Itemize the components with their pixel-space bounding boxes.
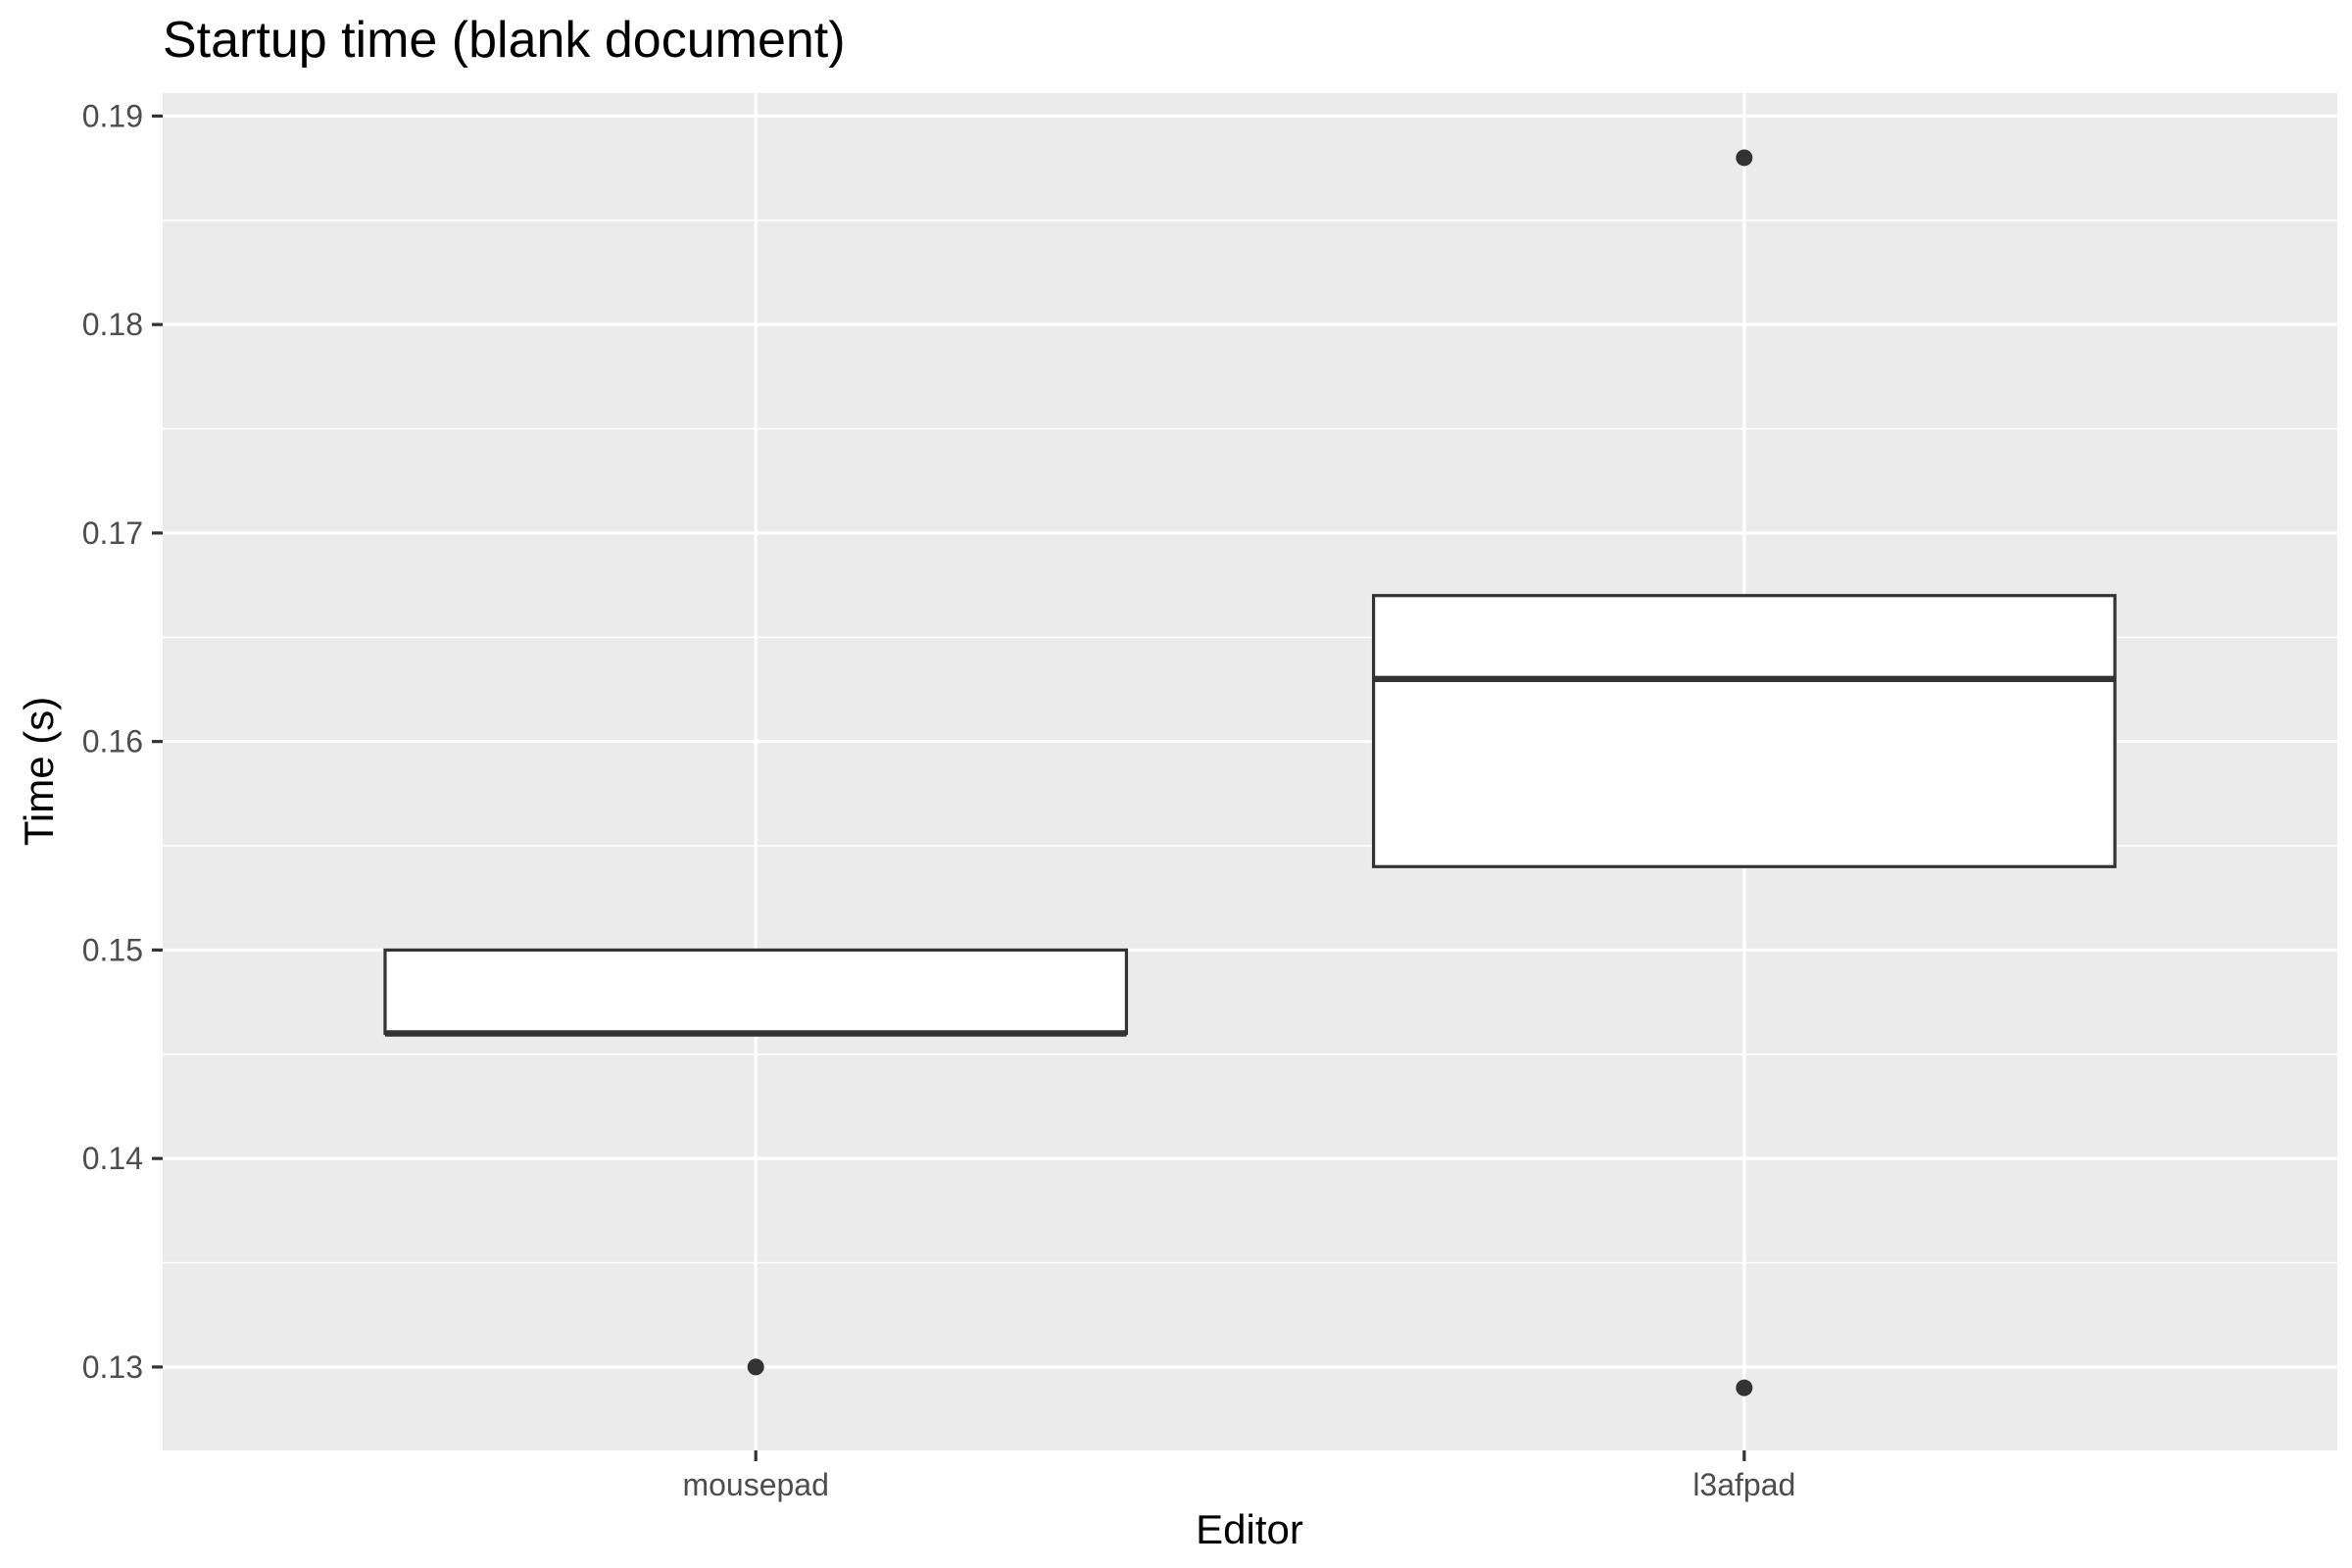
box-iqr [383,948,1129,1036]
x-tick-label: l3afpad [1692,1467,1795,1502]
x-axis-title: Editor [1196,1506,1303,1552]
box-mousepad [383,948,1129,1037]
y-tick-label: 0.14 [82,1141,143,1176]
outlier-point [747,1358,764,1376]
y-tick-label: 0.15 [82,932,143,967]
y-tick-label: 0.16 [82,724,143,760]
outlier-point [1736,149,1753,167]
y-axis-title: Time (s) [16,697,62,846]
boxes-layer [383,594,2117,1037]
x-tick-label: mousepad [682,1467,828,1502]
y-tick-label: 0.17 [82,515,143,551]
box-l3afpad [1371,594,2117,868]
minor-gridlines [163,219,2337,1264]
x-axis: mousepad l3afpad [682,1450,1795,1502]
y-tick-label: 0.13 [82,1349,143,1385]
y-tick-label: 0.19 [82,98,143,133]
outliers-layer [747,149,1753,1396]
y-axis: 0.13 0.14 0.15 0.16 0.17 0.18 0.19 [82,98,163,1385]
box-iqr [1371,594,2117,868]
chart-title: Startup time (blank document) [163,12,846,69]
outlier-point [1736,1379,1753,1396]
y-tick-label: 0.18 [82,307,143,342]
